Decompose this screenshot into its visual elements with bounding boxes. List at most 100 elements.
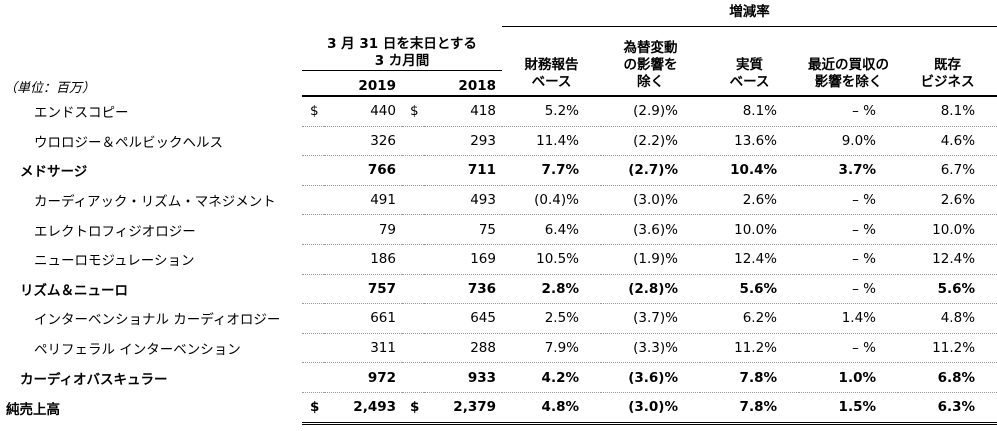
cell: 10.0% (700, 214, 799, 245)
row-label: カーディオバスキュラー (20, 371, 168, 388)
cell (402, 362, 424, 393)
cell: $ (402, 392, 424, 425)
cell (402, 214, 424, 245)
cell (302, 333, 324, 364)
column-header-line: 最近の買収の (808, 57, 889, 73)
row-label: カーディアック・リズム・マネジメント (34, 194, 276, 211)
column-header-line: 除く (637, 74, 664, 90)
cell: (3.0)% (601, 185, 700, 216)
cell: 2.6% (700, 185, 799, 216)
cell: (0.4)% (502, 185, 601, 216)
column-header: 最近の買収の 影響を除く (799, 26, 898, 97)
column-header-line: 既存 (934, 57, 962, 73)
cell: 75 (424, 214, 502, 245)
cell: 5.6% (700, 274, 799, 305)
cell: (2.8)% (601, 274, 700, 305)
cell: 6.3% (898, 392, 997, 425)
cell: 11.2% (898, 333, 997, 364)
cell: (2.9)% (601, 96, 700, 127)
column-header: 為替変動 の影響を 除く (601, 26, 700, 97)
table-row: 純売上高 $2,493 $2,379 4.8% (3.0)% 7.8% 1.5% 6.3% (0, 392, 997, 425)
table-header: 増減率 3 月 31 日を末日とする 3 カ月間 財務報告 ベース 為替変動 の影響を除… (0, 0, 997, 97)
column-header: 財務報告 ベース (502, 26, 601, 97)
column-header-line: 実質 (736, 57, 763, 73)
column-header-line: ベース (729, 74, 770, 90)
cell (302, 126, 324, 157)
cell: (2.7)% (601, 155, 700, 186)
cell: 661 (324, 303, 402, 334)
column-header-line: ビジネス (920, 74, 975, 90)
table-row: カーディオバスキュラー 972 933 4.2% (3.6)% 7.8% 1.0% 6.8% (0, 362, 997, 393)
cell: 493 (424, 185, 502, 216)
cell: 1.4% (799, 303, 898, 334)
period-header: 3 月 31 日を末日とする 3 カ月間 (302, 26, 502, 71)
cell (302, 303, 324, 334)
cell: 10.5% (502, 244, 601, 275)
table-row: エンドスコピー $440 $418 5.2% (2.9)% 8.1% – % 8.1% (0, 96, 997, 127)
cell: 972 (324, 362, 402, 393)
cell: 9.0% (799, 126, 898, 157)
cell: 79 (324, 214, 402, 245)
cell: $ (302, 96, 324, 127)
cell: 10.4% (700, 155, 799, 186)
cell: 11.2% (700, 333, 799, 364)
cell: – % (799, 214, 898, 245)
cell: 293 (424, 126, 502, 157)
row-label: エンドスコピー (34, 105, 129, 122)
row-label: エレクトロフィジオロジー (34, 223, 196, 240)
table-row: メドサージ 766 711 7.7% (2.7)% 10.4% 3.7% 6.7% (0, 155, 997, 186)
table-row: インターベンショナル カーディオロジー 661 645 2.5% (3.7)% 6.2% 1… (0, 303, 997, 334)
cell: (3.6)% (601, 362, 700, 393)
cell: 5.6% (898, 274, 997, 305)
cell: – % (799, 185, 898, 216)
cell: 311 (324, 333, 402, 364)
cell: 491 (324, 185, 402, 216)
cell: – % (799, 333, 898, 364)
row-label: 純売上高 (6, 401, 60, 418)
cell: (3.0)% (601, 392, 700, 425)
unit-label: （単位：百万） (4, 81, 96, 96)
cell (402, 126, 424, 157)
cell: 2.8% (502, 274, 601, 305)
cell: $ (402, 96, 424, 127)
cell: 418 (424, 96, 502, 127)
table-row: リズム＆ニューロ 757 736 2.8% (2.8)% 5.6% – % 5.6% (0, 274, 997, 305)
cell (302, 185, 324, 216)
cell: 6.8% (898, 362, 997, 393)
cell (302, 214, 324, 245)
cell: 766 (324, 155, 402, 186)
cell (402, 333, 424, 364)
table-row: ペリフェラル インターベンション 311 288 7.9% (3.3)% 11.2% – %… (0, 333, 997, 364)
cell (402, 244, 424, 275)
row-label: メドサージ (20, 164, 88, 181)
change-rate-header: 増減率 (502, 0, 997, 27)
cell: 8.1% (700, 96, 799, 127)
row-label: リズム＆ニューロ (20, 282, 128, 299)
cell (302, 244, 324, 275)
cell: – % (799, 244, 898, 275)
table-row: ニューロモジュレーション 186 169 10.5% (1.9)% 12.4% – % 12.… (0, 244, 997, 275)
cell: (1.9)% (601, 244, 700, 275)
cell (402, 185, 424, 216)
cell: 13.6% (700, 126, 799, 157)
year-header: 2019 (302, 70, 402, 97)
cell: 186 (324, 244, 402, 275)
column-header-line: 為替変動 (623, 40, 678, 56)
cell: (3.3)% (601, 333, 700, 364)
row-label: ウロロジー＆ペルビックヘルス (34, 134, 223, 151)
cell: 2.6% (898, 185, 997, 216)
cell: 4.6% (898, 126, 997, 157)
column-header: 実質 ベース (700, 26, 799, 97)
cell (302, 155, 324, 186)
cell: 288 (424, 333, 502, 364)
cell (302, 274, 324, 305)
cell: 1.5% (799, 392, 898, 425)
cell: 4.8% (502, 392, 601, 425)
cell (302, 362, 324, 393)
cell: 1.0% (799, 362, 898, 393)
cell: – % (799, 96, 898, 127)
cell: 10.0% (898, 214, 997, 245)
cell: 5.2% (502, 96, 601, 127)
cell (402, 155, 424, 186)
cell: 326 (324, 126, 402, 157)
